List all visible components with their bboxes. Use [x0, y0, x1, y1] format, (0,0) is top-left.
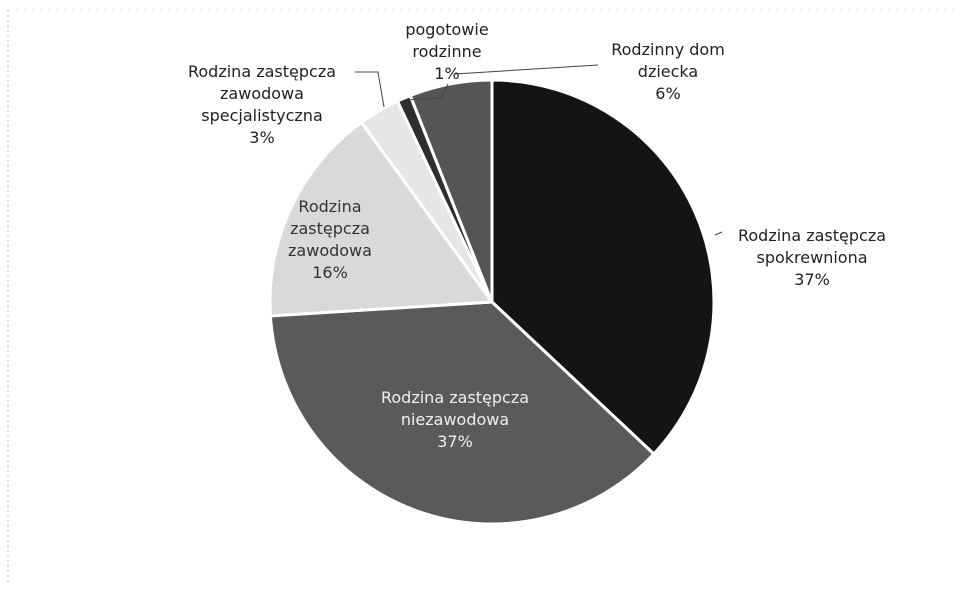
leader-line [454, 64, 599, 75]
leader-lines [355, 64, 723, 236]
slice-value: 3% [249, 128, 275, 147]
slice-label: pogotowie rodzinne 1% [392, 19, 502, 85]
slice-label: Rodzina zastępcza niezawodowa 37% [360, 387, 550, 453]
pie [268, 78, 716, 526]
slice-value: 37% [794, 270, 830, 289]
slice-label: Rodzina zastępcza zawodowa 16% [283, 196, 378, 284]
slice-name: Rodzina zastępcza spokrewniona [737, 226, 887, 267]
pie-slice [408, 78, 494, 303]
leader-line [405, 83, 449, 101]
slice-name: pogotowie rodzinne [405, 20, 489, 61]
leader-line [355, 71, 385, 108]
slice-name: Rodzina zastępcza zawodowa [288, 197, 372, 260]
pie-slice [490, 78, 716, 457]
slice-label: Rodzinny dom dziecka 6% [598, 39, 738, 105]
leader-line [714, 231, 723, 236]
slice-label: Rodzina zastępcza zawodowa specjalistycz… [170, 61, 355, 149]
slice-value: 37% [437, 432, 473, 451]
slice-name: Rodzina zastępcza zawodowa specjalistycz… [187, 62, 337, 125]
slice-value: 16% [312, 263, 348, 282]
pie-slice [268, 120, 495, 318]
slice-name: Rodzina zastępcza niezawodowa [380, 388, 530, 429]
slice-value: 1% [434, 64, 460, 83]
slice-name: Rodzinny dom dziecka [611, 40, 725, 81]
pie-slice [268, 300, 656, 526]
slice-label: Rodzina zastępcza spokrewniona 37% [725, 225, 900, 291]
slice-value: 6% [655, 84, 681, 103]
